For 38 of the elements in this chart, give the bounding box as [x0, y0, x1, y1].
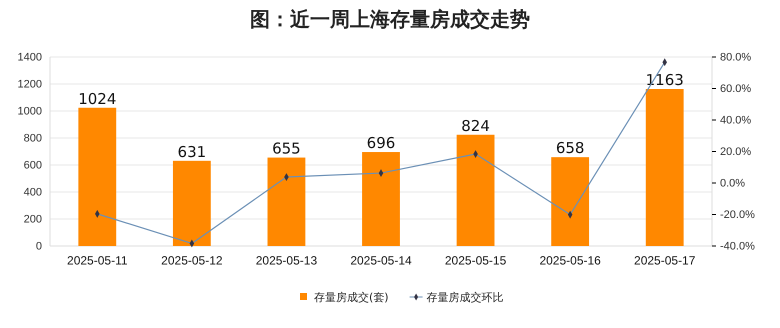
chart-title: 图：近一周上海存量房成交走势: [250, 7, 530, 31]
data-label: 824: [461, 116, 490, 135]
y-tick-label: 1000: [18, 106, 42, 118]
y2-tick-label: 80.0%: [720, 52, 752, 64]
data-label: 655: [272, 140, 301, 158]
bar: [456, 134, 494, 246]
data-label: 1024: [78, 90, 116, 108]
y-tick-label: 1200: [18, 78, 42, 91]
y2-tick-label: 60.0%: [720, 83, 752, 96]
data-label: 696: [366, 134, 396, 152]
x-tick-label: 2025-05-17: [634, 254, 696, 268]
y2-tick-label: 0.0%: [720, 178, 746, 190]
x-tick-label: 2025-05-14: [350, 254, 412, 268]
bar: [551, 157, 590, 246]
data-label: 658: [556, 139, 584, 158]
y-tick-label: 1400: [18, 52, 42, 64]
bar: [268, 158, 306, 246]
legend-label: 存量房成交(套): [314, 291, 389, 304]
y2-tick-label: 40.0%: [720, 114, 752, 127]
x-tick-label: 2025-05-15: [444, 254, 507, 268]
y-tick-label: 0: [36, 240, 42, 253]
y-tick-label: 200: [24, 214, 42, 226]
y2-tick-label: 20.0%: [720, 146, 752, 158]
x-tick-label: 2025-05-11: [67, 254, 128, 268]
bar: [78, 108, 116, 246]
x-tick-label: 2025-05-16: [539, 254, 602, 268]
y-tick-label: 400: [24, 186, 42, 199]
bar: [362, 152, 400, 246]
y-tick-label: 800: [24, 132, 42, 145]
legend-label: 存量房成交环比: [426, 291, 504, 304]
y2-tick-label: -40.0%: [720, 240, 756, 253]
data-label: 631: [178, 142, 206, 161]
bar: [646, 88, 684, 246]
y2-tick-label: -20.0%: [720, 209, 756, 222]
x-tick-label: 2025-05-12: [161, 254, 223, 268]
y-tick-label: 600: [24, 160, 42, 172]
bar: [172, 160, 211, 246]
x-tick-label: 2025-05-13: [256, 254, 318, 268]
